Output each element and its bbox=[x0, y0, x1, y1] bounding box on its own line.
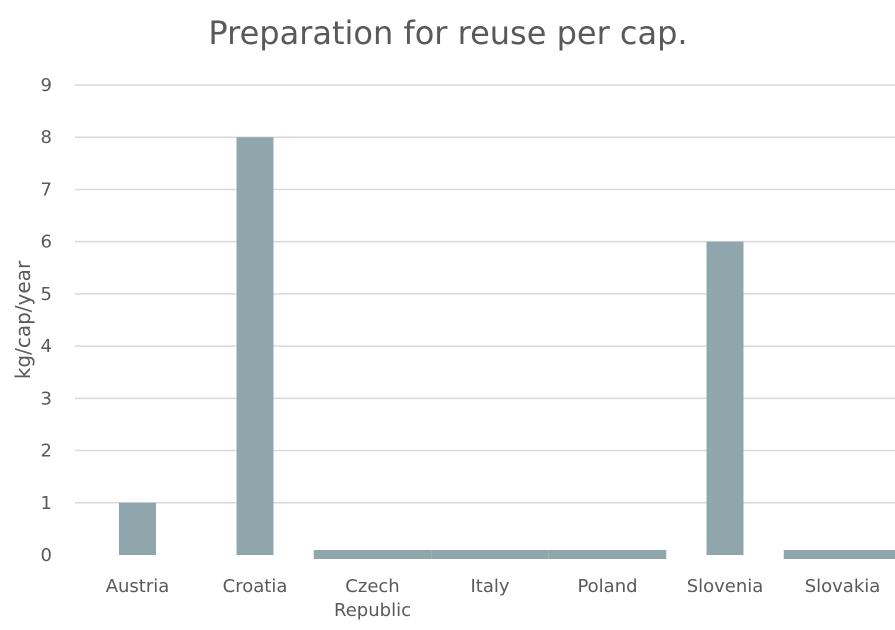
bar-czech-republic bbox=[313, 550, 432, 559]
bars bbox=[119, 137, 895, 559]
y-axis-label: kg/cap/year bbox=[11, 260, 35, 379]
bar-poland bbox=[548, 550, 667, 559]
y-tick-label: 3 bbox=[41, 388, 52, 409]
x-tick-labels: Austria Croatia Czech Republic Italy Poland Sl… bbox=[106, 576, 881, 621]
bar-italy bbox=[431, 550, 549, 559]
bar-slovakia bbox=[783, 550, 895, 559]
bar-slovenia bbox=[706, 241, 744, 555]
y-tick-label: 8 bbox=[41, 127, 52, 148]
x-tick-label: Poland bbox=[577, 576, 637, 597]
gridlines bbox=[75, 84, 895, 504]
y-tick-label: 9 bbox=[41, 75, 52, 96]
y-tick-label: 7 bbox=[41, 179, 52, 200]
y-tick-labels: 0 1 2 3 4 5 6 7 8 9 bbox=[41, 75, 52, 566]
x-tick-label: Czech Republic bbox=[334, 576, 411, 621]
y-tick-label: 0 bbox=[41, 545, 52, 566]
bar-croatia bbox=[236, 137, 274, 555]
x-tick-label: Slovakia bbox=[805, 576, 881, 597]
y-tick-label: 6 bbox=[41, 232, 52, 253]
x-tick-label: Austria bbox=[106, 576, 170, 597]
chart-title: Preparation for reuse per cap. bbox=[208, 14, 687, 52]
bar-austria bbox=[119, 502, 156, 555]
x-tick-label: Slovenia bbox=[687, 576, 764, 597]
y-tick-label: 2 bbox=[41, 441, 52, 462]
y-tick-label: 1 bbox=[41, 493, 52, 514]
y-tick-label: 5 bbox=[41, 284, 52, 305]
x-tick-label: Italy bbox=[470, 576, 509, 597]
y-tick-label: 4 bbox=[41, 336, 52, 357]
x-tick-label: Croatia bbox=[223, 576, 288, 597]
